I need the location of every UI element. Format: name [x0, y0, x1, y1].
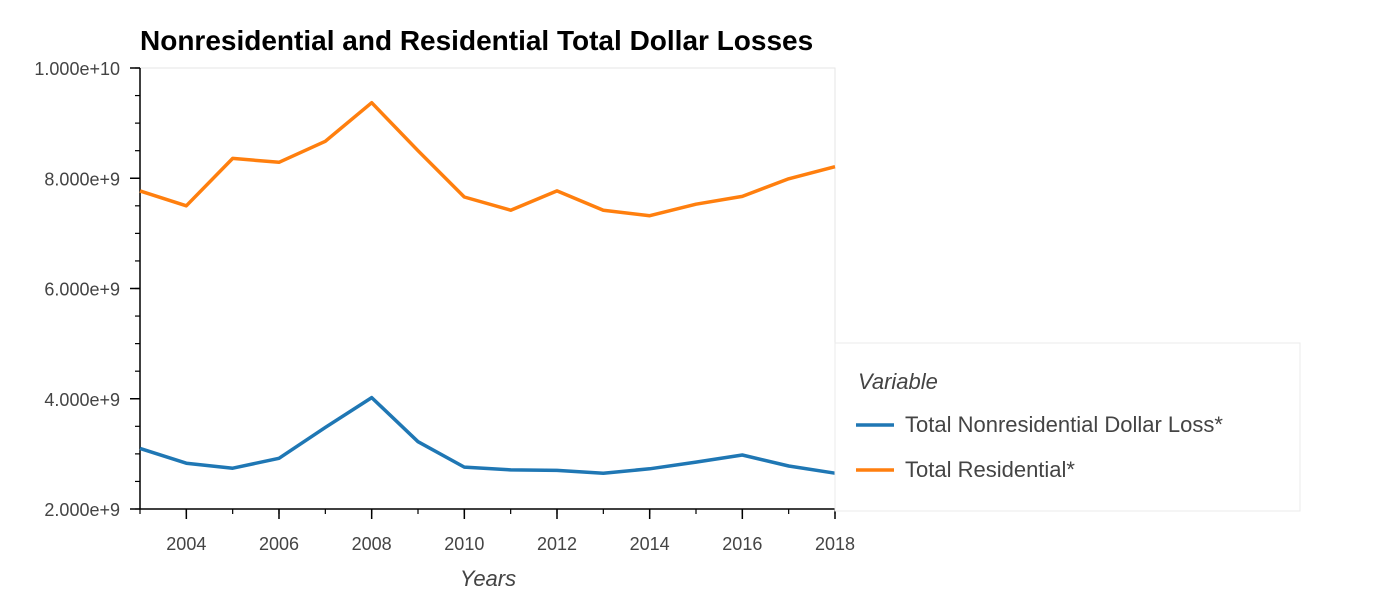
legend-label-residential: Total Residential* — [905, 457, 1075, 482]
y-tick-label: 1.000e+10 — [34, 59, 120, 79]
x-tick-label: 2018 — [815, 534, 855, 554]
x-tick-label: 2004 — [166, 534, 206, 554]
series-line-nonresidential — [139, 395, 836, 475]
legend-item-nonresidential[interactable]: Total Nonresidential Dollar Loss* — [856, 412, 1223, 437]
x-tick-label: 2014 — [630, 534, 670, 554]
x-tick-label: 2016 — [722, 534, 762, 554]
plot-frame — [139, 67, 836, 510]
x-axis: 2004 2006 2008 2010 2012 2014 2016 2018 — [166, 509, 855, 554]
x-tick-label: 2006 — [259, 534, 299, 554]
y-tick-label: 8.000e+9 — [44, 169, 120, 189]
y-axis: 2.000e+9 4.000e+9 6.000e+9 8.000e+9 1.000e+1… — [34, 59, 140, 520]
x-tick-label: 2008 — [352, 534, 392, 554]
chart-title: Nonresidential and Residential Total Dol… — [140, 25, 813, 56]
legend-label-nonresidential: Total Nonresidential Dollar Loss* — [905, 412, 1223, 437]
series-line-residential — [139, 100, 836, 218]
series-layer — [139, 100, 836, 475]
legend-box — [834, 342, 1301, 512]
x-tick-label: 2010 — [444, 534, 484, 554]
legend-item-residential[interactable]: Total Residential* — [856, 457, 1075, 482]
legend-title: Variable — [858, 369, 938, 394]
x-tick-label: 2012 — [537, 534, 577, 554]
y-tick-label: 4.000e+9 — [44, 390, 120, 410]
y-tick-label: 2.000e+9 — [44, 500, 120, 520]
x-axis-title: Years — [460, 566, 516, 591]
legend: Variable Total Nonresidential Dollar Los… — [834, 342, 1301, 512]
y-tick-label: 6.000e+9 — [44, 280, 120, 300]
